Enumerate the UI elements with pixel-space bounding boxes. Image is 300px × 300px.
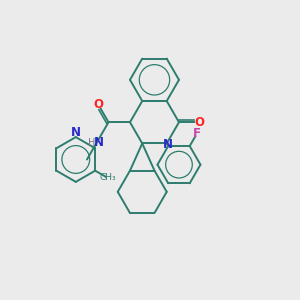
Text: N: N bbox=[94, 136, 103, 149]
Text: N: N bbox=[71, 126, 81, 139]
Text: O: O bbox=[194, 116, 204, 129]
Text: F: F bbox=[193, 127, 201, 140]
Text: H: H bbox=[88, 138, 96, 148]
Text: CH₃: CH₃ bbox=[99, 173, 116, 182]
Text: N: N bbox=[163, 138, 172, 151]
Text: O: O bbox=[93, 98, 103, 111]
